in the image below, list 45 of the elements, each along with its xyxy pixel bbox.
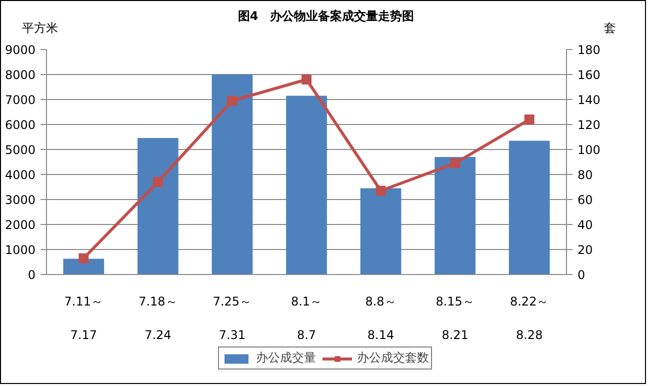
bar	[286, 96, 327, 274]
y-tick-label: 6000	[4, 118, 36, 132]
y2-tick-label: 0	[578, 268, 586, 282]
point	[376, 186, 386, 196]
y2-tick-label: 40	[578, 218, 593, 232]
y-tick-label: 8000	[4, 68, 36, 82]
category-label: 7.11～ 7.17	[64, 294, 103, 342]
y2-tick-label: 160	[578, 68, 600, 82]
point	[78, 253, 89, 264]
y-tick-label: 2000	[4, 218, 36, 232]
point	[302, 74, 312, 84]
category-label: 7.18～ 7.24	[138, 294, 178, 342]
point	[450, 158, 460, 168]
y-tick-label: 1000	[4, 243, 36, 257]
point	[524, 114, 534, 124]
category-label: 8.15～ 8.21	[436, 294, 474, 342]
point	[152, 177, 163, 187]
y2-tick-label: 140	[578, 93, 600, 107]
y-tick-label: 0	[28, 268, 36, 282]
legend-label: 办公成交量	[256, 350, 316, 366]
category-label: 8.8～ 8.14	[365, 294, 396, 342]
bar	[434, 157, 476, 274]
y-tick-label: 7000	[4, 93, 36, 107]
y2-tick-label: 80	[578, 168, 593, 182]
y2-axis-title: 套	[604, 20, 616, 37]
y-tick-label: 3000	[4, 193, 36, 207]
category-label: 8.1～ 8.7	[290, 294, 322, 342]
bar	[138, 138, 178, 274]
y2-tick-label: 60	[578, 193, 593, 207]
bar	[508, 140, 550, 274]
y2-tick-label: 20	[578, 243, 593, 257]
category-label: 7.25～ 7.31	[212, 294, 252, 342]
category-label: 8.22～ 8.28	[510, 294, 549, 342]
y-tick-label: 9000	[4, 43, 36, 57]
y2-tick-label: 180	[578, 43, 600, 57]
chart-title: 图4 办公物业备案成交量走势图	[238, 9, 414, 23]
y-tick-label: 5000	[4, 143, 36, 157]
y2-tick-label: 120	[578, 118, 600, 132]
point	[227, 96, 238, 106]
y-tick-label: 4000	[4, 168, 36, 182]
y-axis-title: 平方米	[22, 20, 58, 37]
legend-label: 办公成交套数	[357, 350, 429, 366]
y2-tick-label: 100	[578, 143, 600, 157]
bar	[212, 74, 253, 274]
bar	[360, 188, 402, 274]
